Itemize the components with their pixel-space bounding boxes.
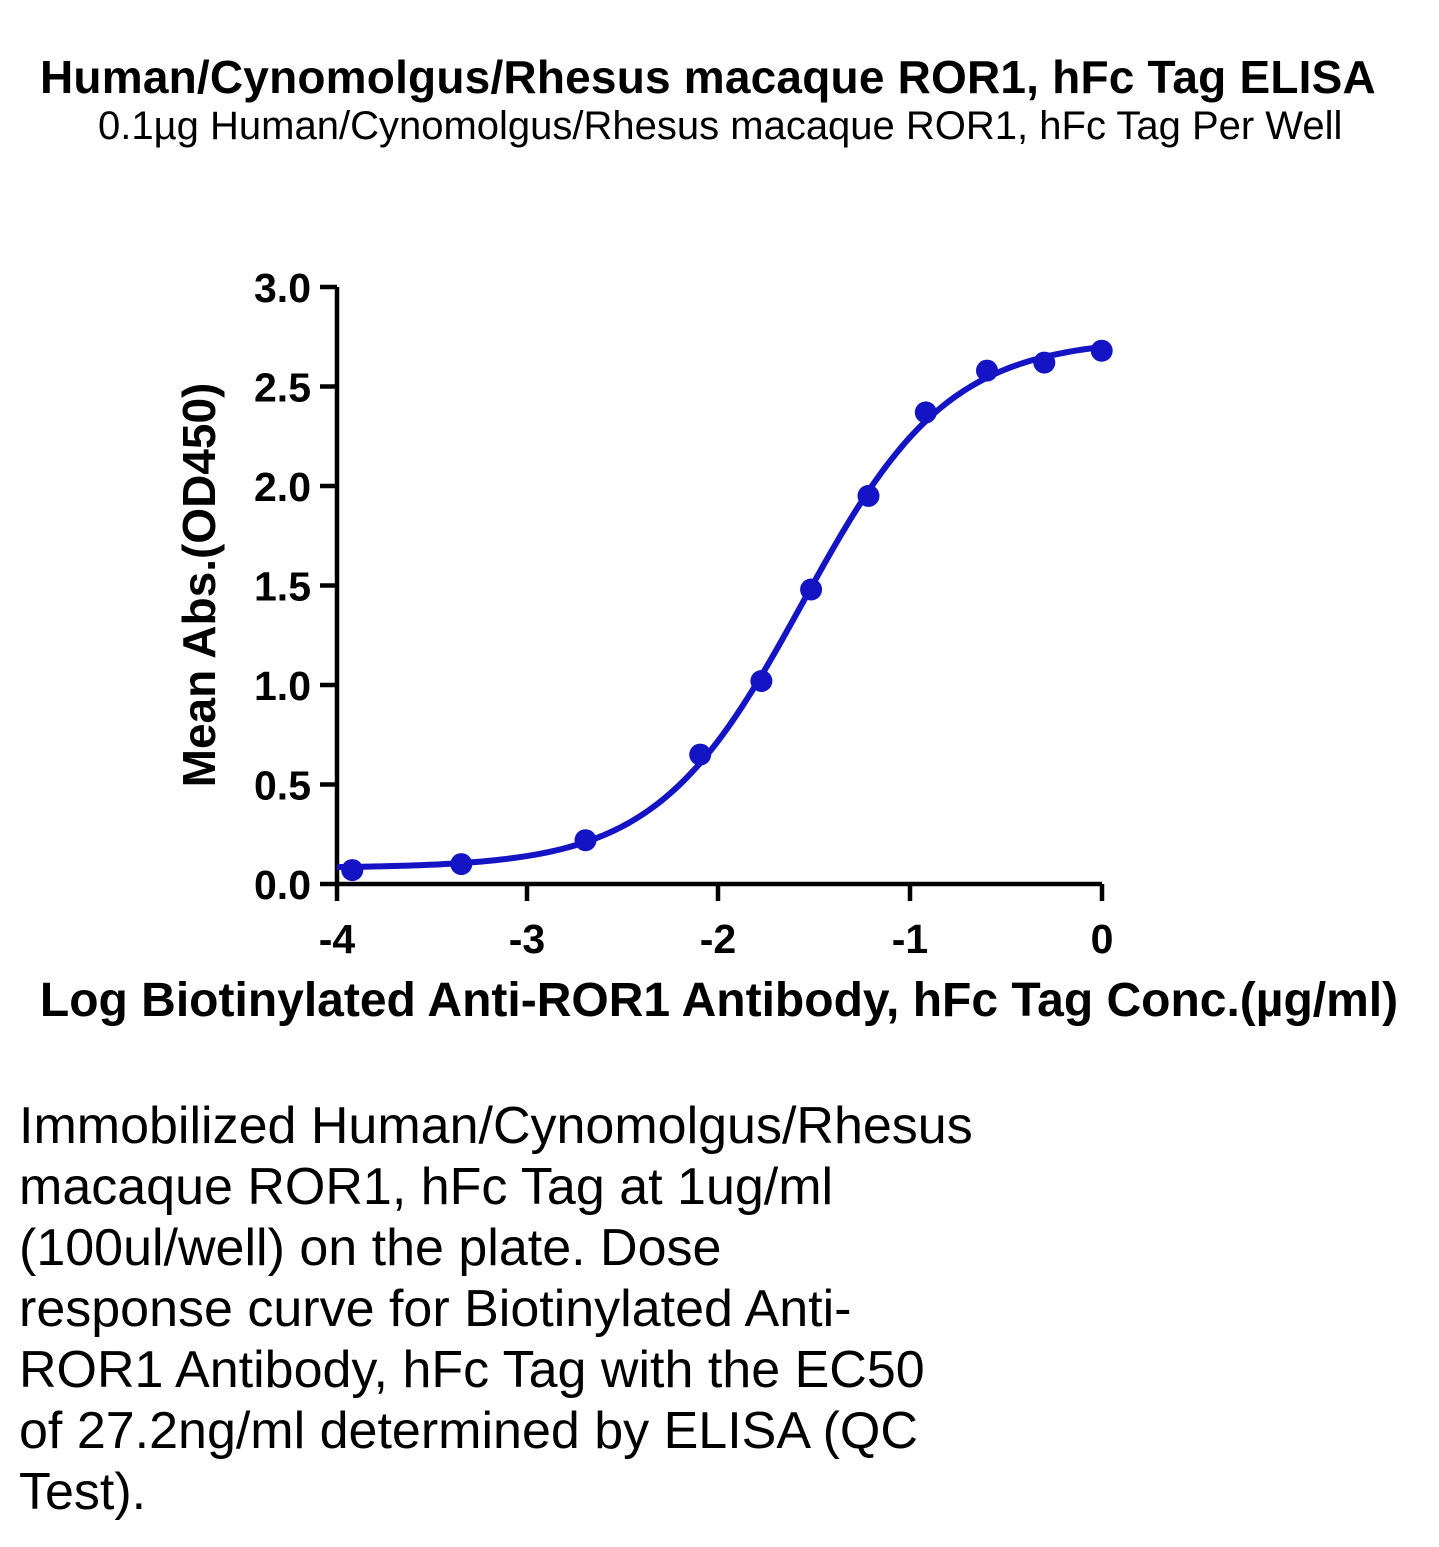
svg-text:0.0: 0.0 <box>254 862 311 908</box>
svg-text:Mean Abs.(OD450): Mean Abs.(OD450) <box>173 383 225 788</box>
svg-text:1.0: 1.0 <box>254 663 311 709</box>
svg-text:2.0: 2.0 <box>254 464 311 510</box>
svg-text:1.5: 1.5 <box>254 564 311 610</box>
svg-text:0: 0 <box>1091 916 1114 962</box>
svg-text:3.0: 3.0 <box>254 265 311 311</box>
svg-text:Log Biotinylated Anti-ROR1 Ant: Log Biotinylated Anti-ROR1 Antibody, hFc… <box>40 974 1398 1027</box>
svg-text:-4: -4 <box>319 916 356 962</box>
svg-text:0.5: 0.5 <box>254 763 311 809</box>
svg-text:-3: -3 <box>509 916 545 962</box>
svg-text:-2: -2 <box>700 916 736 962</box>
svg-text:-1: -1 <box>892 916 928 962</box>
svg-text:2.5: 2.5 <box>254 365 311 411</box>
